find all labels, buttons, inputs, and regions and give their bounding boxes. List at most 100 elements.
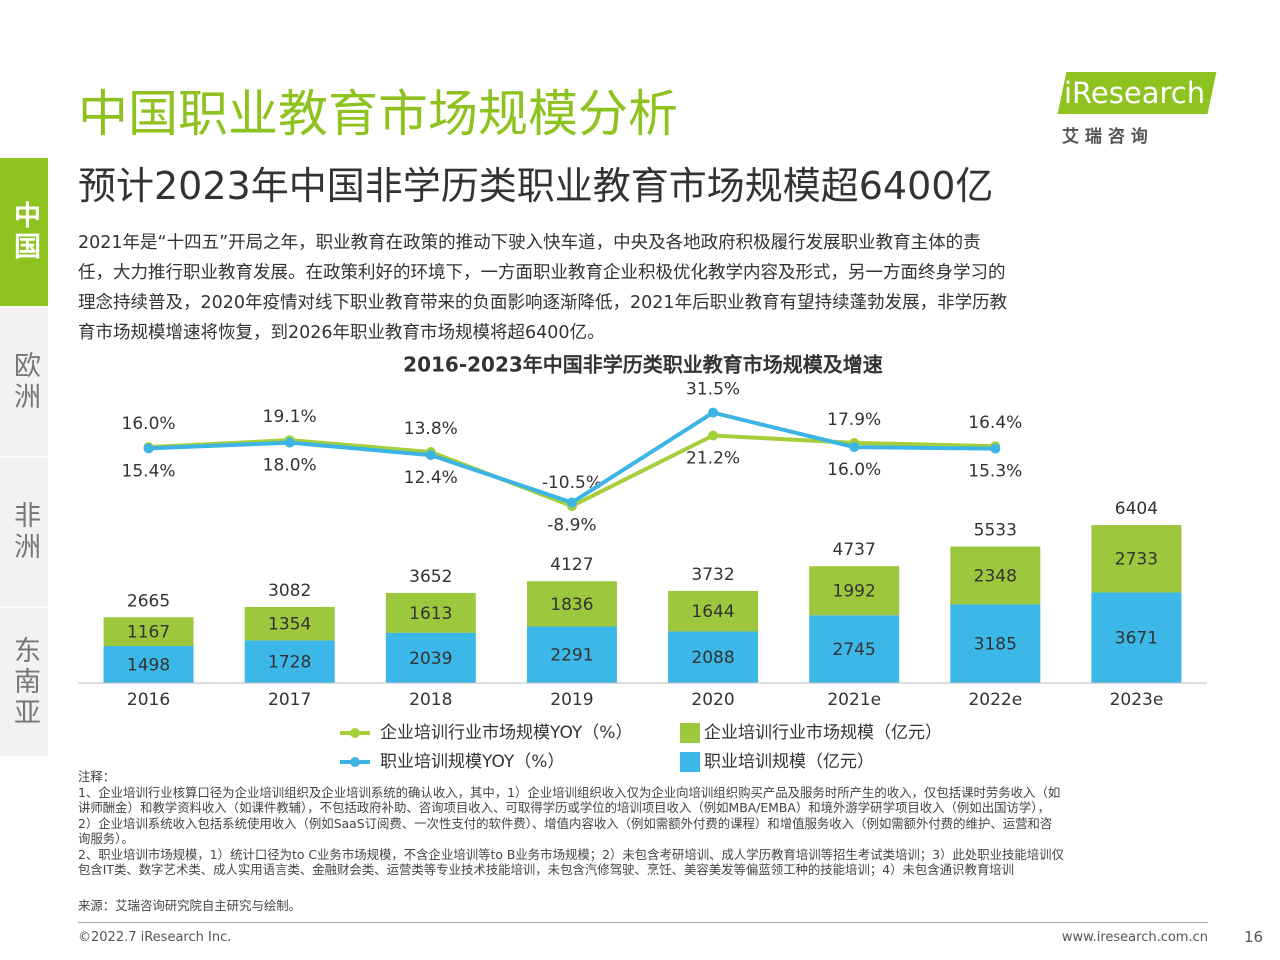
bar	[526, 626, 617, 683]
bar-label: 3185	[974, 635, 1017, 655]
line-label: 15.3%	[968, 462, 1022, 482]
bar-label: 1992	[833, 582, 876, 602]
line	[148, 410, 996, 505]
chart-title: 2016-2023年中国非学历类职业教育市场规模及增速	[403, 353, 883, 377]
line-label: 13.8%	[404, 419, 458, 439]
line-point	[143, 442, 154, 453]
line-point	[566, 497, 577, 508]
bar-label: 2348	[974, 566, 1017, 586]
x-tick-label: 2021e	[827, 690, 881, 710]
bar-label: 2733	[1115, 550, 1158, 570]
copyright: ©2022.7 iResearch Inc.	[78, 930, 232, 945]
line-point	[849, 437, 860, 448]
legend-label: 企业培训行业市场规模YOY（%）	[380, 723, 632, 743]
legend-label: 企业培训行业市场规模（亿元）	[704, 723, 942, 743]
bar-label: 2745	[833, 640, 876, 660]
body-line: 育市场规模增速将恢复，到2026年职业教育市场规模将超6400亿。	[78, 323, 605, 343]
bar	[950, 604, 1041, 683]
bar	[668, 631, 759, 683]
page-number: 16	[1244, 928, 1264, 946]
bar	[809, 615, 900, 683]
note-line: 2）企业培训系统收入包括系统使用收入（例如SaaS订阅费、一次性支付的软件费）、…	[78, 815, 1053, 831]
legend-swatch	[680, 723, 700, 743]
body-line: 2021年是“十四五”开局之年，职业教育在政策的推动下驶入快车道，中央及各地政府…	[78, 233, 981, 253]
line-label: 16.0%	[827, 460, 881, 480]
line-label: 16.4%	[968, 413, 1022, 433]
bar	[244, 640, 335, 683]
note-line: 询服务）。	[78, 831, 134, 846]
bar	[1091, 592, 1182, 683]
x-tick-label: 2019	[550, 690, 593, 710]
total-label: 3082	[268, 581, 311, 601]
legend-dot	[350, 757, 360, 767]
total-label: 4737	[833, 540, 876, 560]
sidebar-tab: 欧洲	[0, 308, 48, 456]
source: 来源：艾瑞咨询研究院自主研究与绘制。	[78, 898, 302, 913]
footer-rule	[78, 922, 1208, 923]
line-point	[708, 407, 719, 418]
line-label: 19.1%	[263, 407, 317, 427]
bar-label: 1167	[127, 623, 170, 643]
line	[148, 433, 996, 509]
bar-label: 1836	[550, 595, 593, 615]
bar-label: 2039	[409, 649, 452, 669]
x-tick-label: 2016	[127, 690, 170, 710]
bar	[385, 592, 476, 633]
x-tick-label: 2018	[409, 690, 452, 710]
line-point	[708, 430, 719, 441]
line-label: 31.5%	[686, 380, 740, 400]
legend-swatch	[680, 752, 700, 772]
line-point	[284, 437, 295, 448]
line-label: 21.2%	[686, 449, 740, 469]
note-line: 包含IT类、数字艺术类、成人实用语言类、金融财会类、运营类等专业技术技能培训，未…	[78, 862, 1015, 877]
bar	[526, 581, 617, 627]
total-label: 4127	[550, 555, 593, 575]
line-label: 17.9%	[827, 410, 881, 430]
line-point	[566, 501, 577, 512]
bar-label: 2291	[550, 646, 593, 666]
line-point	[425, 446, 436, 457]
line-label: -10.5%	[542, 473, 602, 493]
line-point	[143, 443, 154, 454]
bar	[385, 632, 476, 683]
note-line: 注释：	[78, 769, 116, 784]
url: www.iresearch.com.cn	[1061, 930, 1208, 945]
note-line: 2、职业培训市场规模，1）统计口径为to C业务市场规模，不含企业培训等to B…	[78, 846, 1064, 862]
bar-label: 1613	[409, 604, 452, 624]
note-line: 讲师酬金）和教学资料收入（如课件教辅），不包括政府补助、咨询项目收入、可取得学历…	[78, 800, 1050, 815]
body-line: 理念持续普及，2020年疫情对线下职业教育带来的负面影响逐渐降低，2021年后职…	[78, 293, 1008, 313]
line-point	[990, 441, 1001, 452]
bar	[668, 590, 759, 632]
line-label: -8.9%	[547, 516, 596, 536]
line-label: 15.4%	[122, 461, 176, 481]
total-label: 6404	[1115, 499, 1158, 519]
total-label: 3732	[691, 565, 734, 585]
line-point	[284, 435, 295, 446]
line-label: 16.0%	[122, 414, 176, 434]
bar	[244, 606, 335, 641]
bar-label: 1728	[268, 653, 311, 673]
bar	[1091, 525, 1182, 593]
logo: iResearch	[1064, 76, 1206, 110]
bar-label: 2088	[691, 648, 734, 668]
bar-label: 1498	[127, 656, 170, 676]
total-label: 2665	[127, 591, 170, 611]
bar-label: 3671	[1115, 629, 1158, 649]
line-point	[425, 450, 436, 461]
title: 中国职业教育市场规模分析	[78, 85, 678, 143]
legend-label: 职业培训规模YOY（%）	[380, 752, 564, 772]
sidebar-tab: 非洲	[0, 458, 48, 606]
bar	[950, 546, 1041, 605]
bar	[103, 646, 194, 683]
x-tick-label: 2022e	[968, 690, 1022, 710]
x-tick-label: 2023e	[1110, 690, 1164, 710]
subtitle: 预计2023年中国非学历类职业教育市场规模超6400亿	[78, 164, 994, 208]
legend-dot	[350, 728, 360, 738]
x-tick-label: 2017	[268, 690, 311, 710]
line-point	[990, 443, 1001, 454]
sidebar-tab: 东南亚	[0, 608, 48, 756]
total-label: 5533	[974, 521, 1017, 541]
sidebar-tab: 中国	[0, 158, 48, 306]
total-label: 3652	[409, 567, 452, 587]
